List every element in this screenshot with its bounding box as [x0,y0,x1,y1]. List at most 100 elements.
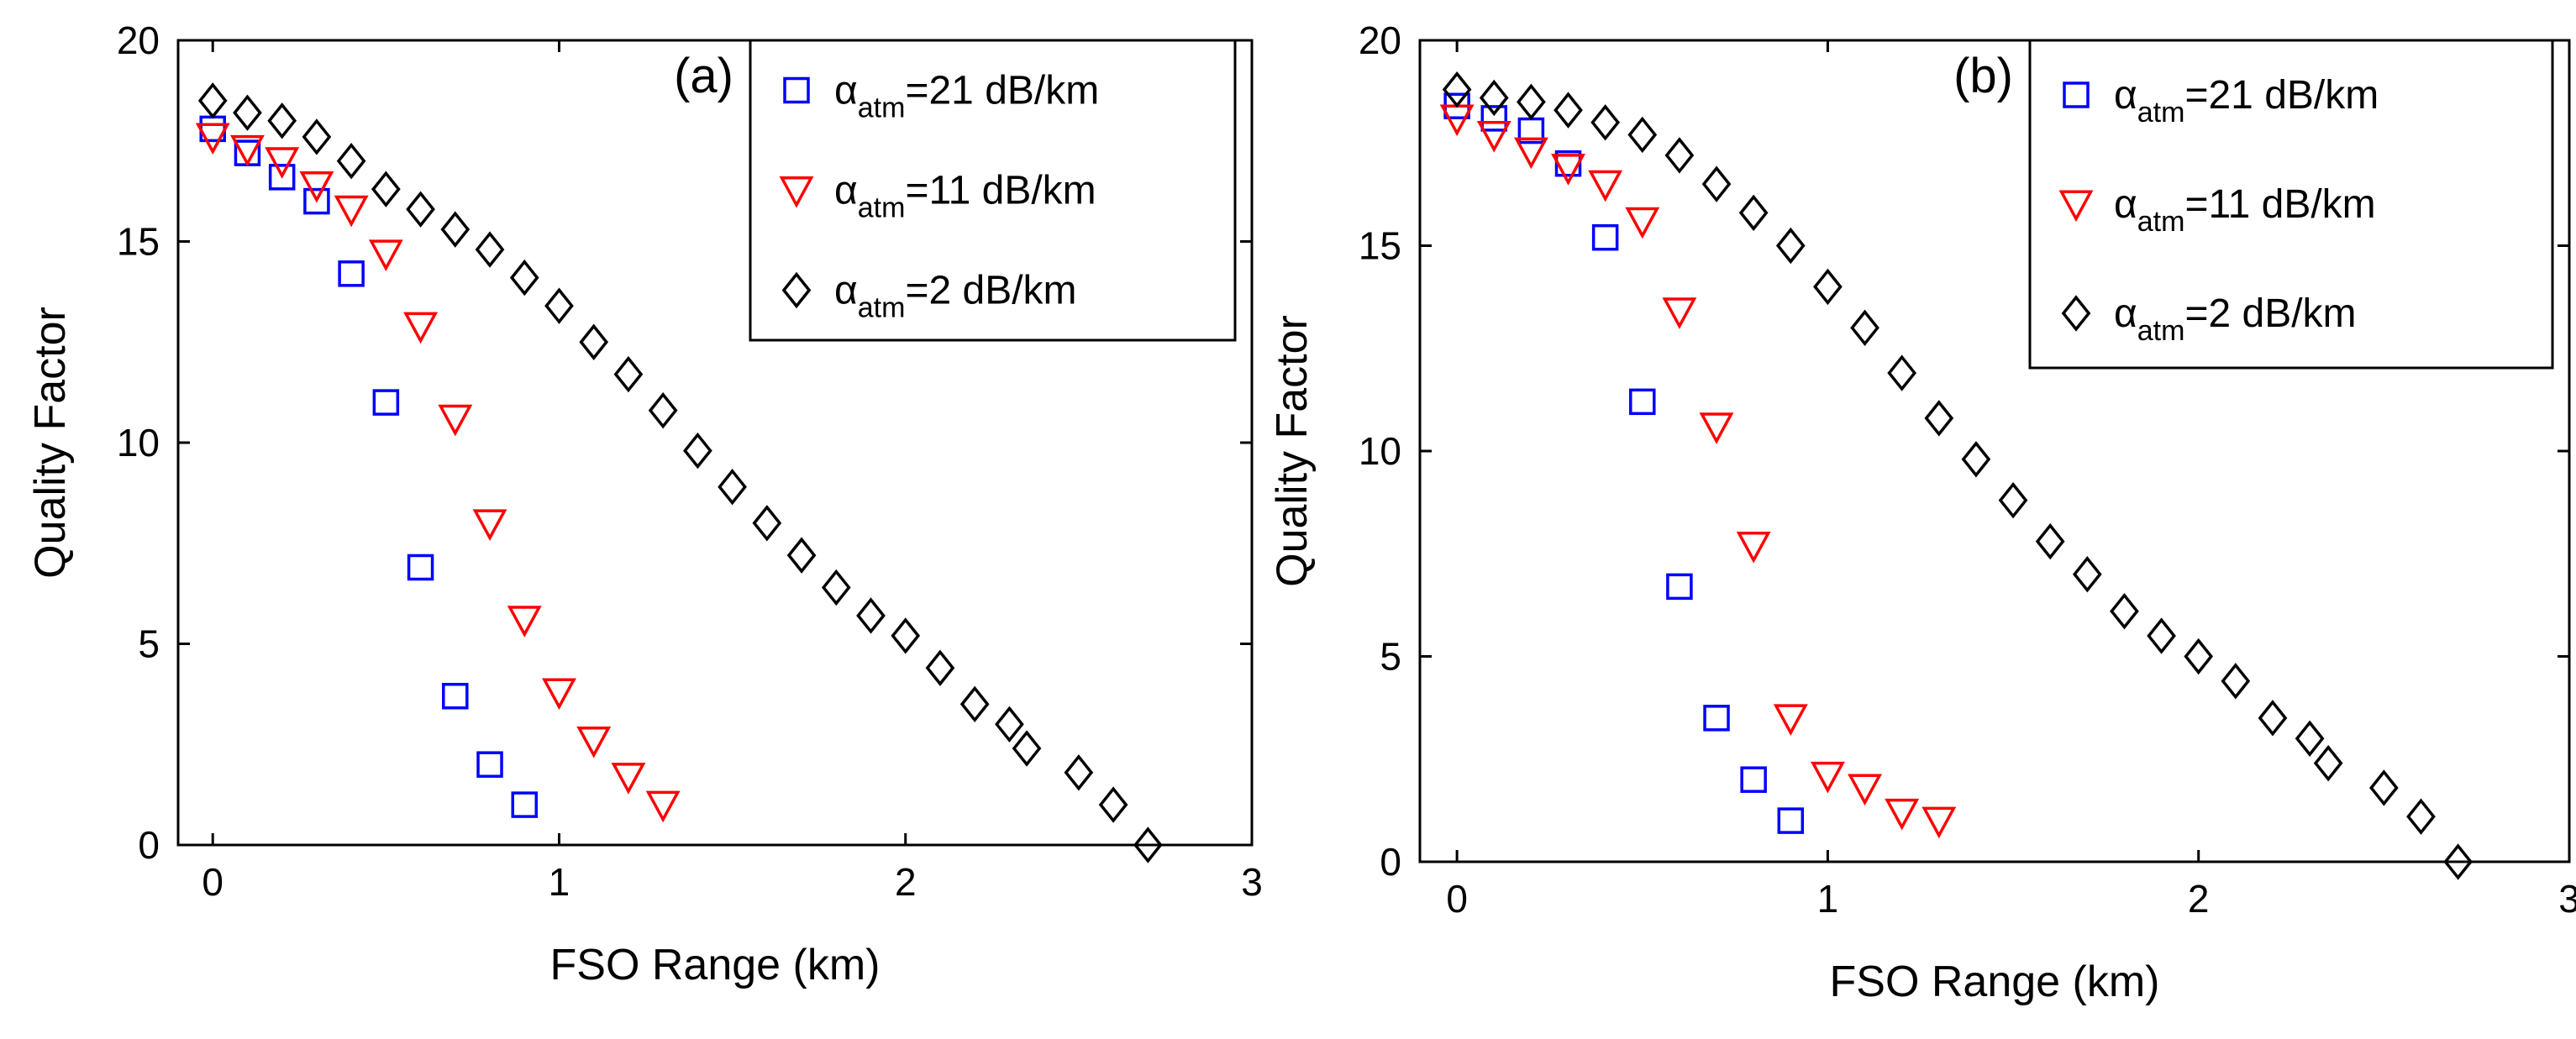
data-point-square [407,554,434,581]
y-tick-label: 10 [117,421,160,464]
legend-entry: αatm=11 dB/km [834,169,1096,224]
data-point-square [1666,573,1693,601]
data-point-diamond [1064,754,1094,791]
data-point-diamond [336,142,366,180]
legend-marker-triangle-down [779,176,814,208]
legend-subscript: atm [858,292,906,324]
data-point-triangle-down [1699,412,1734,444]
y-tick-label: 0 [138,823,160,867]
data-point-square [1740,766,1767,793]
legend-subscript: atm [2137,206,2185,238]
data-point-diamond [648,391,678,429]
data-point-diamond [2221,663,2251,700]
data-point-diamond [233,94,262,131]
data-point-diamond [2443,843,2473,880]
data-point-triangle-down [438,404,473,437]
x-axis-label: FSO Range (km) [550,941,881,989]
data-point-diamond [2035,522,2065,560]
legend-entry: αatm=2 dB/km [2114,291,2357,347]
data-point-diamond [821,569,851,606]
data-point-diamond [613,355,644,393]
data-point-triangle-down [1588,170,1623,202]
data-point-triangle-down [576,727,612,758]
series-square [199,115,539,818]
y-tick-label: 20 [117,18,160,62]
legend-entry: αatm=11 dB/km [2114,182,2376,238]
data-point-diamond [2072,555,2102,593]
data-point-diamond [267,102,297,139]
y-tick-label: 5 [138,622,160,666]
legend-marker-diamond [781,271,812,309]
data-point-square [442,683,469,710]
data-point-diamond [1664,137,1695,174]
legend-alpha: α [2114,182,2137,227]
data-point-diamond [891,617,921,654]
legend-subscript: atm [858,192,906,224]
y-axis-label: Quality Factor [26,307,75,579]
data-point-triangle-down [542,678,576,711]
y-axis-label: Quality Factor [1268,315,1317,587]
y-tick-label: 15 [1359,224,1401,268]
data-point-diamond [959,685,990,723]
legend-value: =2 dB/km [2184,291,2356,336]
data-point-diamond [579,323,609,360]
data-point-diamond [786,537,817,574]
data-point-diamond [2295,720,2325,758]
data-point-diamond [1627,116,1658,154]
data-point-diamond [1887,354,1917,391]
data-point-diamond [1012,730,1042,767]
series-diamond [1442,71,2473,880]
data-point-diamond [1738,194,1769,232]
data-point-triangle-down [368,239,403,272]
data-point-diamond [1098,786,1128,823]
data-point-triangle-down [1773,704,1808,737]
data-point-diamond [440,211,471,248]
data-point-diamond [1442,71,1472,108]
data-point-diamond [509,259,539,296]
data-point-diamond [752,505,782,542]
data-point-square [1777,807,1805,834]
data-point-triangle-down [1513,137,1548,170]
data-point-square [511,791,539,818]
legend-marker-triangle-down [2058,190,2094,223]
data-point-square [1629,388,1656,416]
series-triangle-down [195,123,681,823]
x-tick-label: 2 [895,860,917,904]
data-point-square [1591,223,1619,251]
y-tick-label: 5 [1380,635,1401,679]
chart-panel-b: 0 1 2 3 0 5 10 15 20 FSO Range (km) Quality Factor… [1268,18,2576,1006]
data-point-diamond [1775,227,1806,265]
x-tick-label: 3 [1241,860,1263,904]
y-tick-label: 0 [1380,840,1401,884]
data-point-diamond [475,231,505,268]
data-point-square [476,751,503,778]
data-point-triangle-down [1736,532,1771,564]
legend-alpha: α [834,269,858,313]
data-point-square [338,260,365,287]
panel-label: (a) [674,49,733,103]
x-axis-label: FSO Range (km) [1830,958,2160,1006]
x-tick-label: 1 [549,860,570,904]
data-point-square [1703,705,1730,732]
data-point-triangle-down [265,147,300,179]
data-point-diamond [1850,309,1879,347]
data-point-diamond [2313,744,2343,782]
legend-marker-diamond [2061,295,2091,332]
y-tick-label: 20 [1359,18,1401,62]
x-tick-label: 0 [202,860,223,904]
legend-entry: αatm=21 dB/km [834,69,1099,124]
data-point-diamond [1701,165,1732,202]
data-point-diamond [1813,268,1843,306]
legend-entry: αatm=21 dB/km [2114,73,2379,129]
data-point-triangle-down [472,509,507,541]
legend-subscript: atm [2137,97,2185,129]
data-point-diamond [1479,79,1509,117]
x-tick-label: 0 [1446,877,1468,921]
data-point-diamond [2368,769,2399,806]
data-point-diamond [544,287,574,324]
data-point-diamond [2147,617,2176,654]
data-point-diamond [2110,593,2139,630]
data-point-diamond [2406,798,2436,835]
legend-value: =11 dB/km [2184,182,2375,227]
